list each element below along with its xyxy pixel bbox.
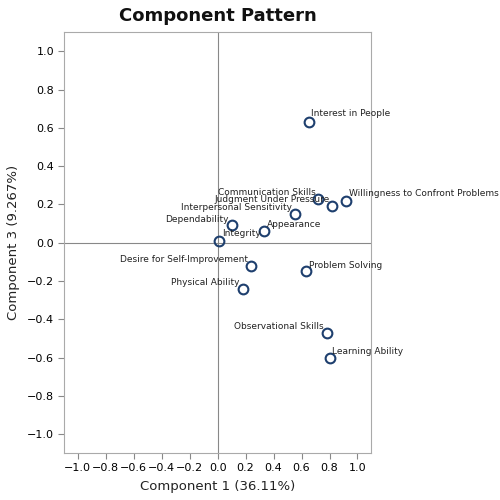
Text: Willingness to Confront Problems: Willingness to Confront Problems <box>349 188 499 198</box>
Text: Judgment Under Pressure: Judgment Under Pressure <box>214 196 330 204</box>
Text: Learning Ability: Learning Ability <box>332 346 404 356</box>
Text: Observational Skills: Observational Skills <box>234 322 324 331</box>
Text: Dependability: Dependability <box>166 214 229 224</box>
Text: Appearance: Appearance <box>266 220 321 230</box>
Text: Interest in People: Interest in People <box>312 109 390 118</box>
X-axis label: Component 1 (36.11%): Component 1 (36.11%) <box>140 480 295 493</box>
Text: Problem Solving: Problem Solving <box>308 260 382 270</box>
Text: Physical Ability: Physical Ability <box>172 278 240 287</box>
Text: Communication Skills: Communication Skills <box>218 188 316 197</box>
Text: Interpersonal Sensitivity: Interpersonal Sensitivity <box>181 203 292 212</box>
Text: Desire for Self-Improvement: Desire for Self-Improvement <box>120 255 248 264</box>
Text: Integrity: Integrity <box>222 229 260 238</box>
Y-axis label: Component 3 (9.267%): Component 3 (9.267%) <box>7 165 20 320</box>
Title: Component Pattern: Component Pattern <box>118 7 316 25</box>
